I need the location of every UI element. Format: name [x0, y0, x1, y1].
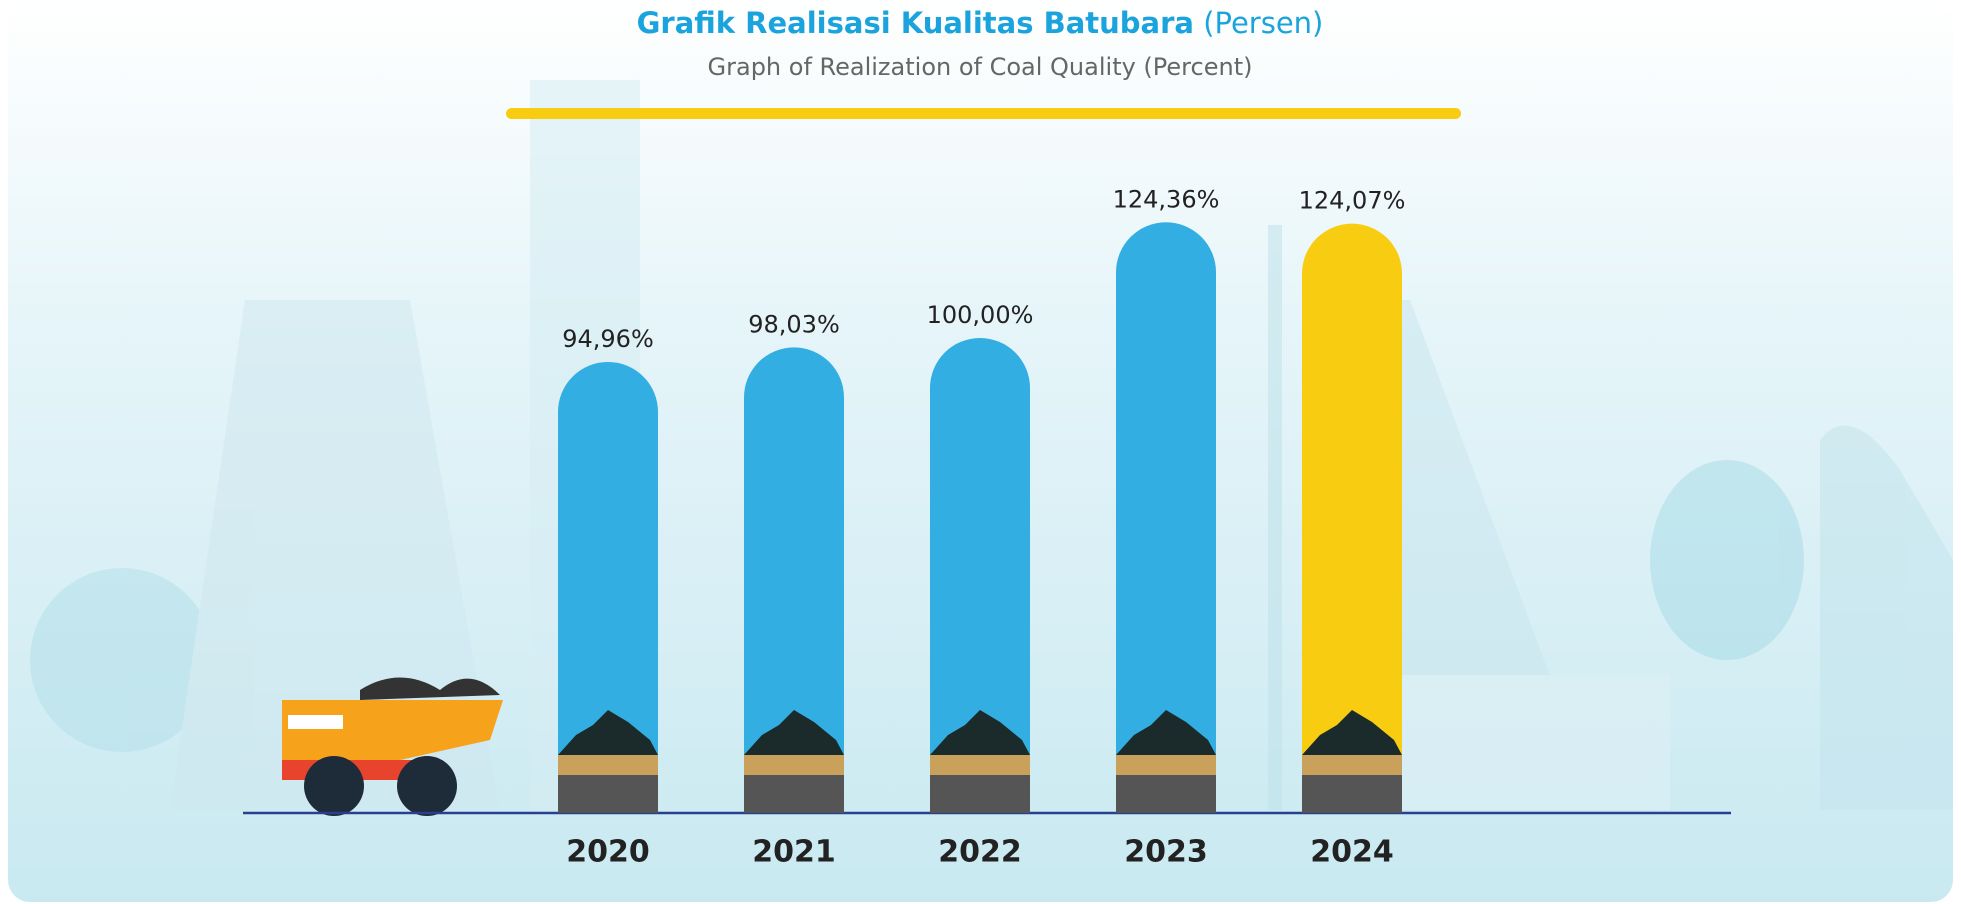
- truck-wheel: [397, 756, 457, 816]
- coal-sand: [930, 755, 1030, 775]
- title-unit: (Persen): [1203, 6, 1323, 40]
- building: [1400, 675, 1670, 810]
- coal-pile: [1116, 710, 1216, 755]
- truck-bed: [345, 700, 503, 760]
- coal-sand: [744, 755, 844, 775]
- coal-pile: [1302, 710, 1402, 755]
- coal-rock: [558, 775, 658, 813]
- title-main: Grafik Realisasi Kualitas Batubara: [637, 6, 1194, 40]
- coal-sand: [558, 755, 658, 775]
- windmill: [1268, 225, 1282, 810]
- hill: [1820, 425, 1953, 810]
- value-label: 124,36%: [1113, 185, 1220, 213]
- coal-sand: [1116, 755, 1216, 775]
- chart-subtitle: Graph of Realization of Coal Quality (Pe…: [708, 53, 1253, 81]
- truck-wheel: [304, 756, 364, 816]
- coal-pile: [744, 710, 844, 755]
- coal-rock: [1302, 775, 1402, 813]
- coal-pile: [558, 710, 658, 755]
- value-label: 100,00%: [927, 301, 1034, 329]
- bar: [1302, 223, 1402, 814]
- coal-pile: [930, 710, 1030, 755]
- value-label: 124,07%: [1299, 187, 1406, 215]
- x-tick-label: 2024: [1310, 835, 1394, 870]
- decoration: [30, 80, 1953, 810]
- x-tick-label: 2022: [938, 835, 1022, 870]
- value-label: 94,96%: [562, 325, 654, 353]
- title-underline: [506, 108, 1461, 119]
- chart-title: Grafik Realisasi Kualitas Batubara (Pers…: [637, 6, 1324, 40]
- coal-sand: [1302, 755, 1402, 775]
- bar: [930, 338, 1030, 813]
- coal-rock: [744, 775, 844, 813]
- coal-rock: [930, 775, 1030, 813]
- truck: [282, 677, 503, 816]
- coal-rock: [1116, 775, 1216, 813]
- bar: [1116, 222, 1216, 814]
- x-tick-label: 2020: [566, 835, 650, 870]
- truck-window: [288, 715, 343, 729]
- value-label: 98,03%: [748, 310, 840, 338]
- tree: [30, 568, 214, 752]
- bar: [744, 347, 844, 813]
- x-tick-label: 2023: [1124, 835, 1208, 870]
- x-tick-label: 2021: [752, 835, 836, 870]
- tree: [1650, 460, 1804, 660]
- truck-coal: [360, 677, 500, 700]
- bar: [558, 361, 658, 813]
